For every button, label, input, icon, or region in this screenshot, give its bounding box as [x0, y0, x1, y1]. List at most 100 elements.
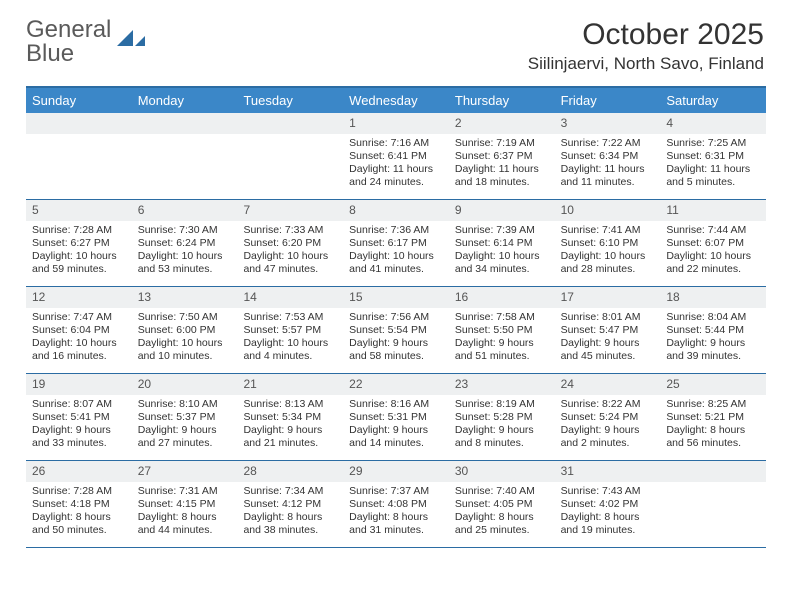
day-cell: 5Sunrise: 7:28 AMSunset: 6:27 PMDaylight… [26, 200, 132, 286]
day-cell: 20Sunrise: 8:10 AMSunset: 5:37 PMDayligh… [132, 374, 238, 460]
day-body: Sunrise: 7:28 AMSunset: 4:18 PMDaylight:… [26, 482, 132, 542]
day-number [132, 113, 238, 134]
day-number: 7 [237, 200, 343, 221]
day-number: 9 [449, 200, 555, 221]
day-number: 8 [343, 200, 449, 221]
day-body: Sunrise: 7:37 AMSunset: 4:08 PMDaylight:… [343, 482, 449, 542]
day-number: 15 [343, 287, 449, 308]
day-cell: 25Sunrise: 8:25 AMSunset: 5:21 PMDayligh… [660, 374, 766, 460]
day-number: 28 [237, 461, 343, 482]
week-row: 5Sunrise: 7:28 AMSunset: 6:27 PMDaylight… [26, 200, 766, 287]
day-number: 21 [237, 374, 343, 395]
logo-text: General Blue [26, 18, 111, 66]
day-cell: 28Sunrise: 7:34 AMSunset: 4:12 PMDayligh… [237, 461, 343, 547]
day-cell [237, 113, 343, 199]
day-number [660, 461, 766, 482]
day-body: Sunrise: 7:41 AMSunset: 6:10 PMDaylight:… [555, 221, 661, 281]
location: Siilinjaervi, North Savo, Finland [528, 54, 764, 74]
day-cell: 3Sunrise: 7:22 AMSunset: 6:34 PMDaylight… [555, 113, 661, 199]
weekday-header: Friday [555, 88, 661, 113]
day-body: Sunrise: 7:43 AMSunset: 4:02 PMDaylight:… [555, 482, 661, 542]
day-cell: 21Sunrise: 8:13 AMSunset: 5:34 PMDayligh… [237, 374, 343, 460]
day-body: Sunrise: 7:25 AMSunset: 6:31 PMDaylight:… [660, 134, 766, 194]
day-number: 26 [26, 461, 132, 482]
day-cell: 8Sunrise: 7:36 AMSunset: 6:17 PMDaylight… [343, 200, 449, 286]
day-number: 1 [343, 113, 449, 134]
day-cell: 7Sunrise: 7:33 AMSunset: 6:20 PMDaylight… [237, 200, 343, 286]
day-body: Sunrise: 7:50 AMSunset: 6:00 PMDaylight:… [132, 308, 238, 368]
day-body: Sunrise: 8:19 AMSunset: 5:28 PMDaylight:… [449, 395, 555, 455]
week-row: 19Sunrise: 8:07 AMSunset: 5:41 PMDayligh… [26, 374, 766, 461]
day-number: 24 [555, 374, 661, 395]
day-body: Sunrise: 8:01 AMSunset: 5:47 PMDaylight:… [555, 308, 661, 368]
day-cell: 30Sunrise: 7:40 AMSunset: 4:05 PMDayligh… [449, 461, 555, 547]
day-body: Sunrise: 8:22 AMSunset: 5:24 PMDaylight:… [555, 395, 661, 455]
day-number: 23 [449, 374, 555, 395]
day-body: Sunrise: 7:22 AMSunset: 6:34 PMDaylight:… [555, 134, 661, 194]
day-number: 3 [555, 113, 661, 134]
day-cell: 1Sunrise: 7:16 AMSunset: 6:41 PMDaylight… [343, 113, 449, 199]
day-number: 2 [449, 113, 555, 134]
day-body: Sunrise: 7:33 AMSunset: 6:20 PMDaylight:… [237, 221, 343, 281]
day-body: Sunrise: 7:34 AMSunset: 4:12 PMDaylight:… [237, 482, 343, 542]
logo: General Blue [26, 18, 149, 66]
day-body: Sunrise: 8:25 AMSunset: 5:21 PMDaylight:… [660, 395, 766, 455]
day-cell: 15Sunrise: 7:56 AMSunset: 5:54 PMDayligh… [343, 287, 449, 373]
day-cell: 18Sunrise: 8:04 AMSunset: 5:44 PMDayligh… [660, 287, 766, 373]
day-number: 29 [343, 461, 449, 482]
day-number: 27 [132, 461, 238, 482]
day-body: Sunrise: 7:28 AMSunset: 6:27 PMDaylight:… [26, 221, 132, 281]
header: General Blue October 2025 Siilinjaervi, … [0, 0, 792, 78]
day-number: 4 [660, 113, 766, 134]
day-body: Sunrise: 7:58 AMSunset: 5:50 PMDaylight:… [449, 308, 555, 368]
day-body: Sunrise: 7:47 AMSunset: 6:04 PMDaylight:… [26, 308, 132, 368]
day-body: Sunrise: 7:16 AMSunset: 6:41 PMDaylight:… [343, 134, 449, 194]
day-cell: 19Sunrise: 8:07 AMSunset: 5:41 PMDayligh… [26, 374, 132, 460]
day-body: Sunrise: 8:04 AMSunset: 5:44 PMDaylight:… [660, 308, 766, 368]
day-cell: 31Sunrise: 7:43 AMSunset: 4:02 PMDayligh… [555, 461, 661, 547]
day-number: 6 [132, 200, 238, 221]
day-number: 31 [555, 461, 661, 482]
day-number: 16 [449, 287, 555, 308]
calendar: SundayMondayTuesdayWednesdayThursdayFrid… [26, 86, 766, 548]
logo-word2: Blue [26, 40, 74, 67]
day-number: 18 [660, 287, 766, 308]
weekday-header: Thursday [449, 88, 555, 113]
day-body: Sunrise: 8:13 AMSunset: 5:34 PMDaylight:… [237, 395, 343, 455]
day-number: 13 [132, 287, 238, 308]
day-cell: 17Sunrise: 8:01 AMSunset: 5:47 PMDayligh… [555, 287, 661, 373]
day-cell: 22Sunrise: 8:16 AMSunset: 5:31 PMDayligh… [343, 374, 449, 460]
week-row: 12Sunrise: 7:47 AMSunset: 6:04 PMDayligh… [26, 287, 766, 374]
day-number: 17 [555, 287, 661, 308]
logo-word1: General [26, 16, 111, 43]
day-body: Sunrise: 7:36 AMSunset: 6:17 PMDaylight:… [343, 221, 449, 281]
day-number: 22 [343, 374, 449, 395]
day-body: Sunrise: 7:31 AMSunset: 4:15 PMDaylight:… [132, 482, 238, 542]
weekday-header: Sunday [26, 88, 132, 113]
day-cell: 26Sunrise: 7:28 AMSunset: 4:18 PMDayligh… [26, 461, 132, 547]
day-number: 12 [26, 287, 132, 308]
day-cell: 27Sunrise: 7:31 AMSunset: 4:15 PMDayligh… [132, 461, 238, 547]
day-body: Sunrise: 8:10 AMSunset: 5:37 PMDaylight:… [132, 395, 238, 455]
title-block: October 2025 Siilinjaervi, North Savo, F… [528, 18, 764, 74]
day-number [237, 113, 343, 134]
weekday-header: Tuesday [237, 88, 343, 113]
day-cell: 4Sunrise: 7:25 AMSunset: 6:31 PMDaylight… [660, 113, 766, 199]
weekday-header: Wednesday [343, 88, 449, 113]
day-cell: 6Sunrise: 7:30 AMSunset: 6:24 PMDaylight… [132, 200, 238, 286]
logo-sail-icon [115, 28, 149, 50]
day-number: 20 [132, 374, 238, 395]
day-cell: 16Sunrise: 7:58 AMSunset: 5:50 PMDayligh… [449, 287, 555, 373]
day-cell: 14Sunrise: 7:53 AMSunset: 5:57 PMDayligh… [237, 287, 343, 373]
day-number: 11 [660, 200, 766, 221]
day-cell: 23Sunrise: 8:19 AMSunset: 5:28 PMDayligh… [449, 374, 555, 460]
weekday-header: Monday [132, 88, 238, 113]
day-cell: 10Sunrise: 7:41 AMSunset: 6:10 PMDayligh… [555, 200, 661, 286]
week-row: 1Sunrise: 7:16 AMSunset: 6:41 PMDaylight… [26, 113, 766, 200]
day-cell: 2Sunrise: 7:19 AMSunset: 6:37 PMDaylight… [449, 113, 555, 199]
day-cell [26, 113, 132, 199]
day-body: Sunrise: 7:44 AMSunset: 6:07 PMDaylight:… [660, 221, 766, 281]
day-cell: 9Sunrise: 7:39 AMSunset: 6:14 PMDaylight… [449, 200, 555, 286]
day-cell: 11Sunrise: 7:44 AMSunset: 6:07 PMDayligh… [660, 200, 766, 286]
day-cell: 13Sunrise: 7:50 AMSunset: 6:00 PMDayligh… [132, 287, 238, 373]
